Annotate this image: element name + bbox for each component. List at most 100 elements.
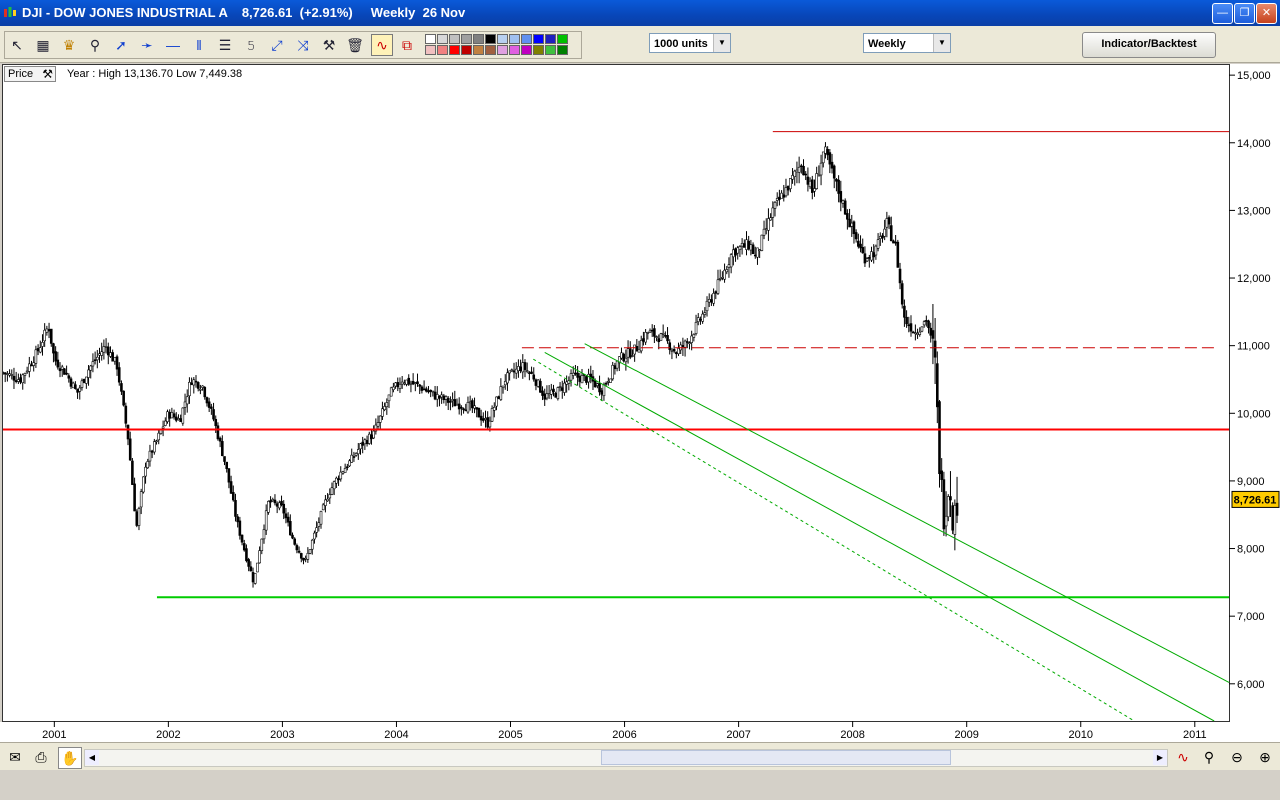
color-swatch[interactable] [461,34,472,44]
candle-body [598,383,601,393]
crosshair-icon[interactable]: ⤨ [297,37,309,53]
candle-body [462,408,465,411]
color-swatch[interactable] [545,34,556,44]
color-swatch[interactable] [437,34,448,44]
candle-body [102,346,106,353]
arrow-icon[interactable]: ⤢ [271,37,283,53]
color-swatch[interactable] [485,34,496,44]
zoom-in-icon[interactable]: ⊕ [1259,749,1271,765]
scroll-left-icon[interactable]: ◀ [85,750,99,765]
last-price-badge [1231,490,1280,508]
scroll-thumb[interactable] [601,750,951,765]
trendline-icon[interactable]: ➛ [141,37,153,53]
time-scrollbar[interactable]: ◀ ▶ [84,749,1168,767]
trend-channel-line [584,343,1229,683]
color-swatch[interactable] [485,45,496,55]
candle-body [69,378,73,387]
color-swatch[interactable] [521,45,532,55]
color-swatch[interactable] [497,34,508,44]
candle-body [308,549,312,554]
color-swatch[interactable] [557,45,568,55]
candle-body [523,362,527,370]
candle-body [446,398,450,403]
candle-body [642,338,645,342]
candle-body [488,420,492,428]
ruler-icon[interactable]: ▦ [36,37,50,53]
candle-body [278,502,281,509]
candle-body [58,368,62,372]
candle-body [146,461,150,469]
indicator-backtest-button[interactable]: Indicator/Backtest [1082,32,1216,58]
zoom-out-icon[interactable]: ⊖ [1231,749,1243,765]
candle-body [36,348,40,352]
price-selector[interactable]: Price ⚒ [4,66,56,82]
color-swatch[interactable] [425,45,436,55]
candle-body [525,370,529,372]
color-swatch[interactable] [437,45,448,55]
fibonacci-icon[interactable]: ☰ [218,37,232,53]
candle-body [392,386,395,391]
units-select[interactable]: 1000 units ▼ [649,33,731,53]
zoom-icon[interactable]: ⚲ [89,37,101,53]
print-icon[interactable]: ⎙ [35,749,47,765]
chevron-down-icon[interactable]: ▼ [933,34,950,52]
candle-body [148,450,152,462]
candle-body [729,254,733,268]
candle-body [85,376,88,384]
candle-body [878,236,882,239]
text-icon[interactable]: 𝟻 [246,37,256,53]
close-button[interactable]: ✕ [1256,3,1277,24]
line-icon[interactable]: ➚ [115,37,127,53]
x-tick-label: 2006 [612,729,636,741]
candle-body [503,381,507,386]
color-swatch[interactable] [449,34,460,44]
chart-bar-icon[interactable]: ⧉ [402,37,412,53]
color-swatch[interactable] [461,45,472,55]
candle-body [225,461,229,469]
candle-body [188,381,191,397]
tools-icon[interactable]: ⚒ [322,37,336,53]
color-swatch[interactable] [473,34,484,44]
candle-body [484,418,487,420]
pointer-icon[interactable]: ↖ [11,37,23,53]
vertical-line-icon[interactable]: ‖ [196,37,202,53]
candle-body [14,380,18,382]
color-swatch[interactable] [509,45,520,55]
minimize-button[interactable]: — [1212,3,1233,24]
candle-body [60,366,64,370]
hand-icon[interactable]: ✋ [58,747,82,769]
color-swatch[interactable] [557,34,568,44]
chevron-down-icon[interactable]: ▼ [713,34,730,52]
color-swatch[interactable] [533,45,544,55]
chart-area[interactable] [2,64,1230,722]
color-swatch[interactable] [497,45,508,55]
candle-body [784,187,788,197]
chart-icon[interactable]: ∿ [1177,749,1189,765]
trash-icon[interactable]: 🗑 [346,37,364,53]
candle-body [824,146,827,154]
candle-body [131,460,134,485]
candle-body [887,217,891,225]
candle-body [922,321,926,326]
wrench-icon[interactable]: ⚒ [42,67,53,81]
zoom-fit-icon[interactable]: ⚲ [1203,749,1215,765]
chart-line-icon[interactable]: ∿ [371,34,393,56]
mail-icon[interactable]: ✉ [9,749,21,765]
color-swatch[interactable] [533,34,544,44]
color-swatch[interactable] [473,45,484,55]
candle-body [251,572,255,583]
color-swatch[interactable] [521,34,532,44]
color-swatch[interactable] [449,45,460,55]
period-select[interactable]: Weekly ▼ [863,33,951,53]
candle-body [89,365,93,371]
color-swatch[interactable] [509,34,520,44]
horizontal-line-icon[interactable]: — [166,37,180,53]
bell-icon[interactable]: ♛ [62,37,76,53]
color-swatch[interactable] [545,45,556,55]
scroll-right-icon[interactable]: ▶ [1153,750,1167,765]
maximize-button[interactable]: ❐ [1234,3,1255,24]
last-price-label: 8,726.61 [1234,494,1277,506]
candle-body [677,348,680,355]
candle-body [898,268,902,284]
color-swatch[interactable] [425,34,436,44]
